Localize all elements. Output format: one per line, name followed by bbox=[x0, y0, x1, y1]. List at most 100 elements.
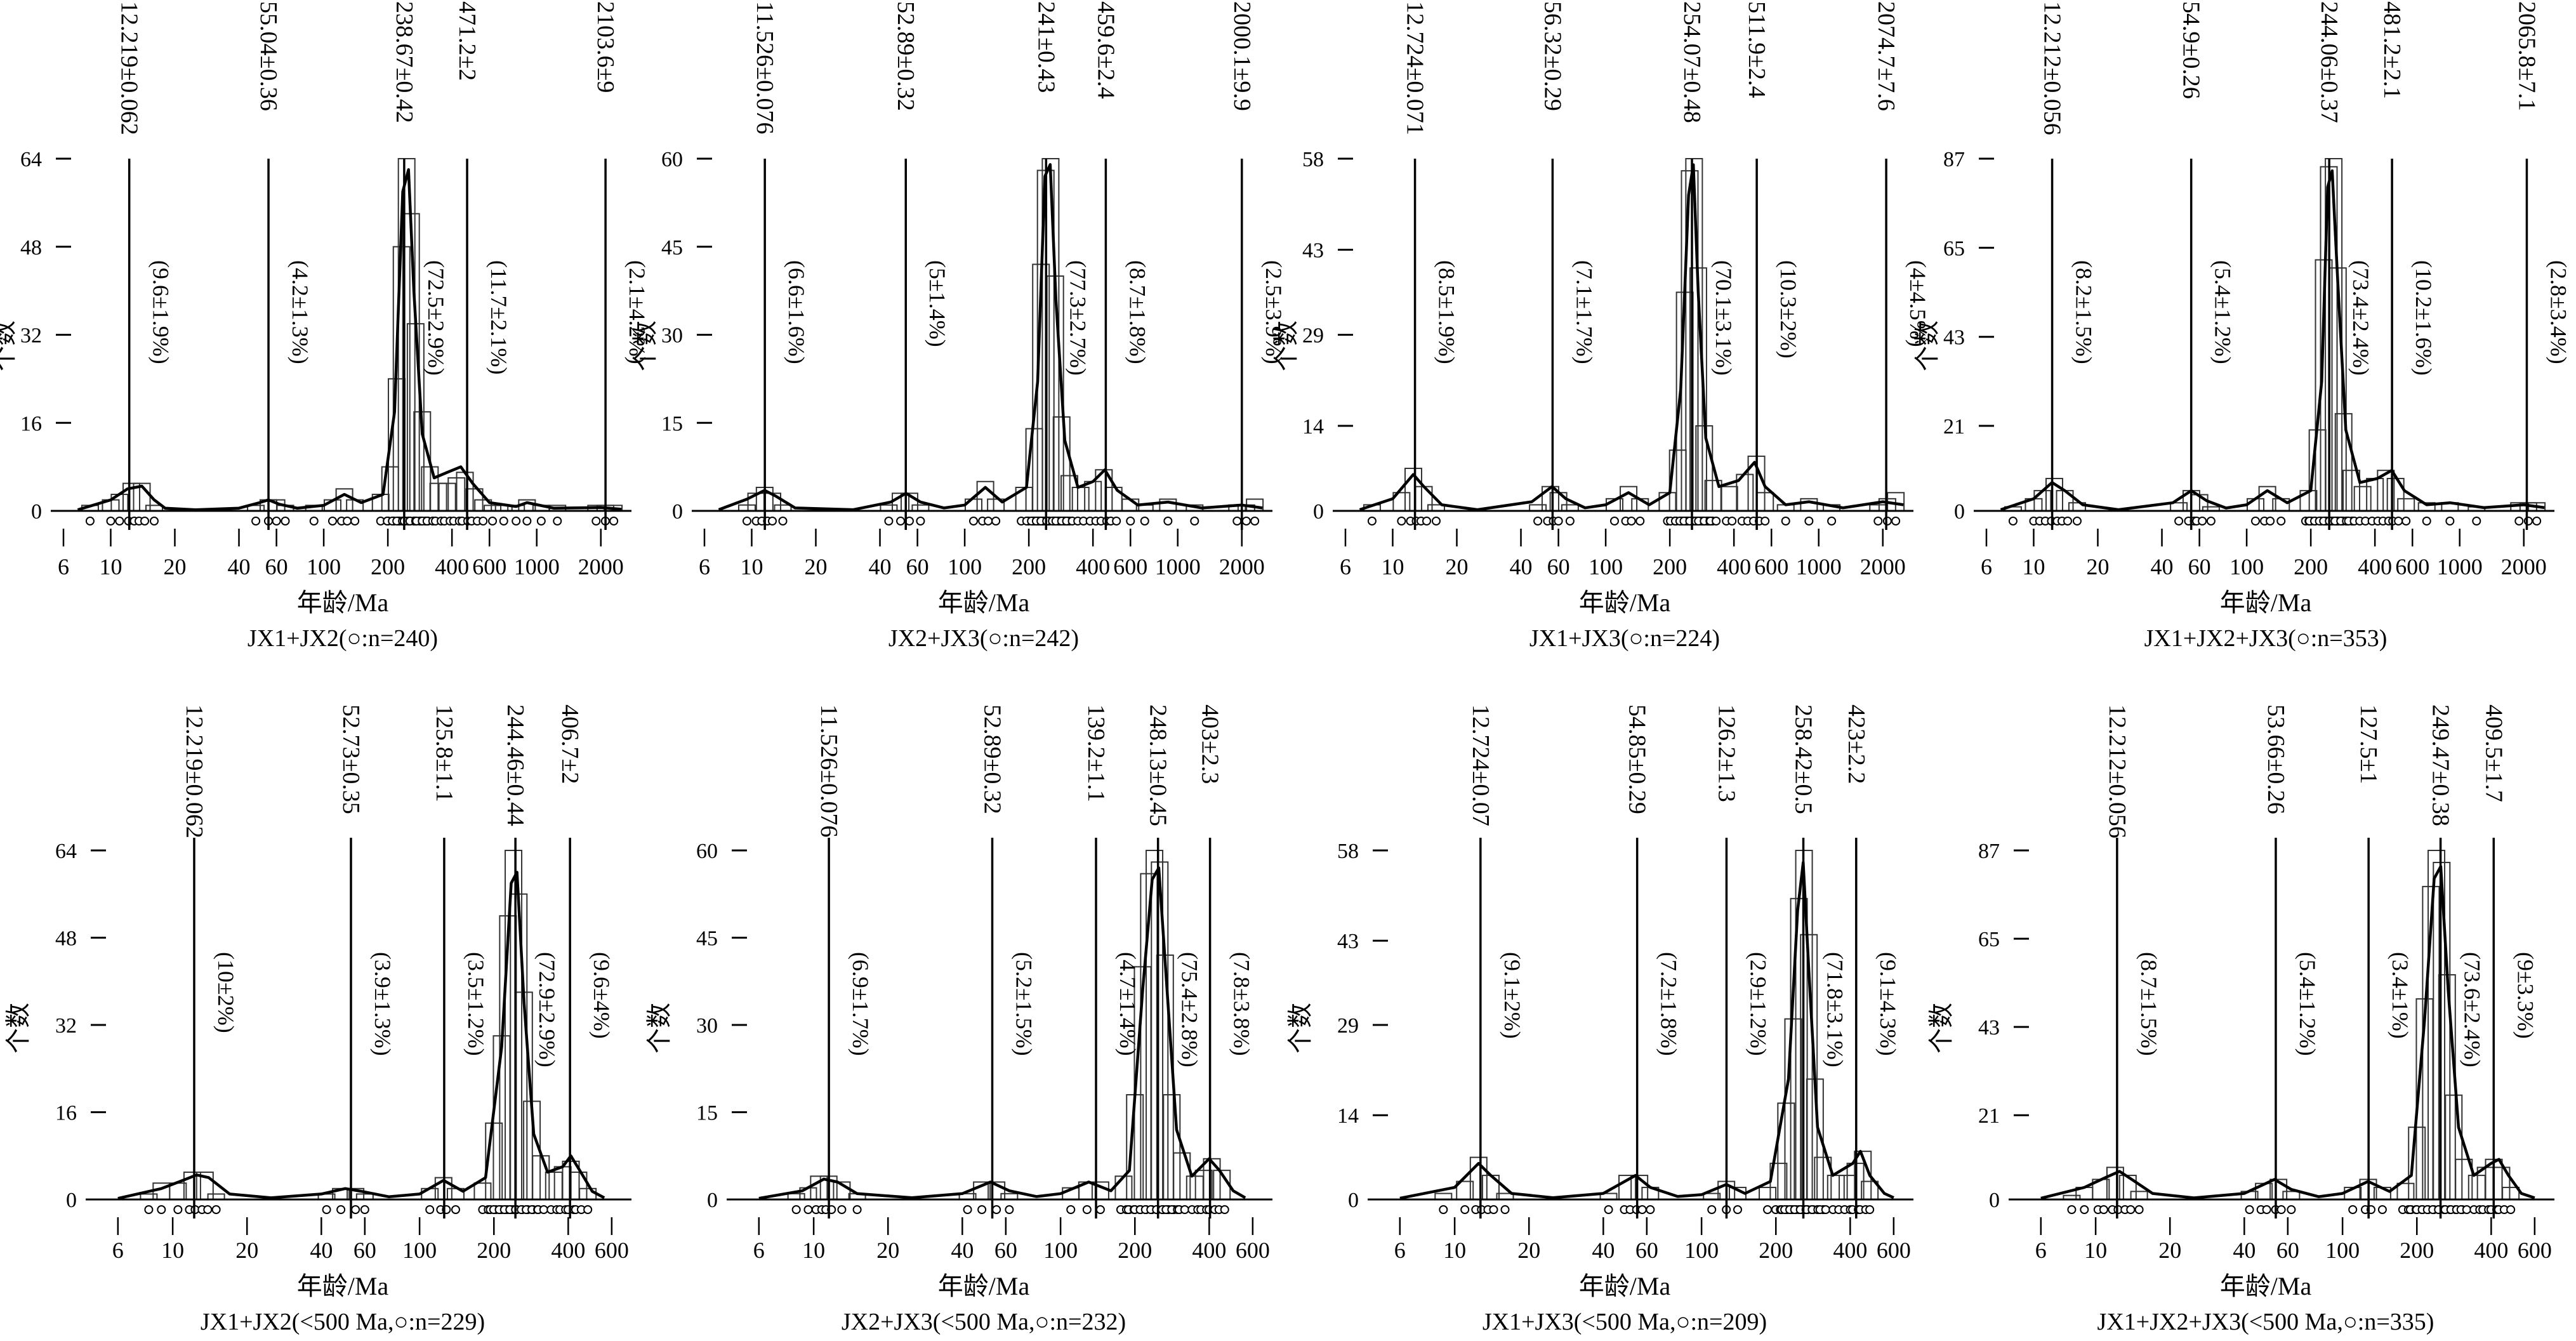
peak-age-label: 471.2±2 bbox=[454, 1, 480, 81]
data-point bbox=[803, 1205, 813, 1214]
histogram-bar bbox=[2397, 498, 2415, 512]
peak-age-label: 12.219±0.062 bbox=[116, 1, 143, 135]
data-point bbox=[2072, 517, 2082, 525]
data-point bbox=[1241, 517, 1251, 525]
data-point bbox=[2067, 1205, 2077, 1214]
x-tick-label: 200 bbox=[2294, 554, 2328, 579]
y-tick-label: 0 bbox=[1954, 500, 1965, 524]
peak-age-label: 258.42±0.5 bbox=[1790, 704, 1817, 814]
data-point bbox=[272, 517, 281, 525]
peak-percentage-label: (7.8±3.8%) bbox=[1229, 952, 1255, 1056]
x-axis-label: 年龄/Ma bbox=[2220, 1272, 2312, 1300]
x-tick-label: 20 bbox=[2086, 554, 2109, 579]
x-tick-label: 200 bbox=[477, 1238, 511, 1263]
y-tick-label: 30 bbox=[696, 1014, 718, 1038]
data-point bbox=[1140, 517, 1149, 525]
peak-percentage-label: (8.2±1.5%) bbox=[2071, 260, 2097, 364]
x-tick-label: 1000 bbox=[514, 554, 560, 579]
data-point bbox=[1604, 1205, 1613, 1214]
data-point bbox=[2401, 517, 2411, 525]
x-tick-label: 200 bbox=[2400, 1238, 2434, 1263]
data-point bbox=[2532, 517, 2542, 525]
data-point bbox=[916, 517, 925, 525]
data-point bbox=[1082, 1205, 1092, 1214]
x-tick-label: 20 bbox=[2158, 1238, 2181, 1263]
y-tick-label: 64 bbox=[55, 840, 77, 863]
x-tick-label: 60 bbox=[1635, 1238, 1658, 1263]
x-tick-label: 40 bbox=[1592, 1238, 1615, 1263]
data-point bbox=[322, 1205, 331, 1214]
x-tick-label: 600 bbox=[595, 1238, 629, 1263]
y-axis-label: 个数 bbox=[4, 1003, 32, 1054]
x-tick-label: 100 bbox=[948, 554, 982, 579]
y-tick-label: 43 bbox=[1978, 1016, 2000, 1040]
peak-percentage-label: (2.5±3.9%) bbox=[1261, 260, 1286, 364]
x-tick-label: 600 bbox=[1113, 554, 1147, 579]
data-point bbox=[2134, 1205, 2144, 1214]
data-point bbox=[144, 1205, 154, 1214]
x-tick-label: 10 bbox=[2084, 1238, 2107, 1263]
x-tick-label: 10 bbox=[1443, 1238, 1466, 1263]
histogram-bar bbox=[2445, 1094, 2463, 1201]
data-point bbox=[2262, 1205, 2271, 1214]
x-tick-label: 400 bbox=[435, 554, 469, 579]
x-tick-label: 100 bbox=[1043, 1238, 1078, 1263]
x-tick-label: 40 bbox=[310, 1238, 333, 1263]
data-point bbox=[884, 517, 894, 525]
data-point bbox=[1554, 517, 1563, 525]
chart-panel-4: 0 21 43 65 87 个数 6 10 20 40 60 100 200 400 600 1000 2000… bbox=[1913, 1, 2571, 652]
peak-age-label: 12.219±0.062 bbox=[181, 704, 208, 838]
probability-density-curve bbox=[758, 866, 1246, 1200]
data-point bbox=[1422, 517, 1432, 525]
x-tick-label: 10 bbox=[802, 1238, 825, 1263]
data-point bbox=[2174, 517, 2184, 525]
peak-percentage-label: (6.6±1.6%) bbox=[784, 260, 809, 364]
data-point bbox=[1500, 1205, 1510, 1214]
data-point bbox=[1489, 1205, 1498, 1214]
data-point bbox=[2445, 517, 2455, 525]
data-point bbox=[1865, 1205, 1875, 1214]
peak-percentage-label: (9.1±2%) bbox=[1500, 952, 1525, 1039]
peak-percentage-label: (5.4±1.2%) bbox=[2295, 952, 2320, 1056]
data-point bbox=[2506, 1205, 2516, 1214]
histogram-bar bbox=[2366, 477, 2384, 512]
data-point bbox=[140, 517, 150, 525]
data-point bbox=[553, 517, 562, 525]
peak-percentage-label: (75.4±2.8%) bbox=[1177, 952, 1203, 1067]
data-point bbox=[1460, 1205, 1470, 1214]
data-point bbox=[488, 517, 498, 525]
y-tick-label: 87 bbox=[1943, 148, 1965, 171]
x-axis-label: 年龄/Ma bbox=[1579, 1272, 1671, 1300]
peak-percentage-label: (71.8±3.1%) bbox=[1823, 952, 1848, 1067]
data-point bbox=[778, 517, 788, 525]
data-point bbox=[425, 1205, 435, 1214]
peak-age-label: 54.85±0.29 bbox=[1624, 704, 1651, 814]
data-point bbox=[984, 517, 993, 525]
y-tick-label: 15 bbox=[696, 1102, 718, 1125]
data-point bbox=[837, 1205, 847, 1214]
data-point bbox=[1763, 1205, 1773, 1214]
data-point bbox=[1533, 517, 1543, 525]
data-point bbox=[2198, 517, 2207, 525]
data-point bbox=[2287, 1205, 2296, 1214]
chart-panel-7: 0 14 29 43 58 个数 6 10 20 40 60 100 200 400 600 年龄/Ma JX1… bbox=[1286, 704, 1913, 1335]
y-tick-label: 58 bbox=[1337, 840, 1359, 863]
peak-age-label: 241±0.43 bbox=[1033, 1, 1059, 93]
y-tick-label: 60 bbox=[661, 148, 683, 171]
y-tick-label: 0 bbox=[31, 500, 42, 524]
data-point bbox=[451, 1205, 460, 1214]
data-point bbox=[2462, 1205, 2471, 1214]
peak-percentage-label: (3.4±1%) bbox=[2388, 952, 2413, 1039]
x-tick-label: 6 bbox=[1340, 554, 1351, 579]
peak-percentage-label: (5±1.4%) bbox=[925, 260, 950, 347]
y-axis-label: 个数 bbox=[1913, 320, 1941, 371]
peak-age-label: 139.2±1.1 bbox=[1083, 704, 1109, 802]
peak-age-label: 12.724±0.07 bbox=[1467, 704, 1494, 826]
x-tick-label: 100 bbox=[2325, 1238, 2360, 1263]
peak-age-label: 406.7±2 bbox=[557, 704, 583, 784]
data-point bbox=[2276, 517, 2286, 525]
x-tick-label: 40 bbox=[2233, 1238, 2256, 1263]
histogram-bar bbox=[2353, 486, 2372, 512]
y-tick-label: 48 bbox=[20, 236, 42, 260]
panel-title: JX2+JX3(○:n=242) bbox=[888, 625, 1079, 652]
